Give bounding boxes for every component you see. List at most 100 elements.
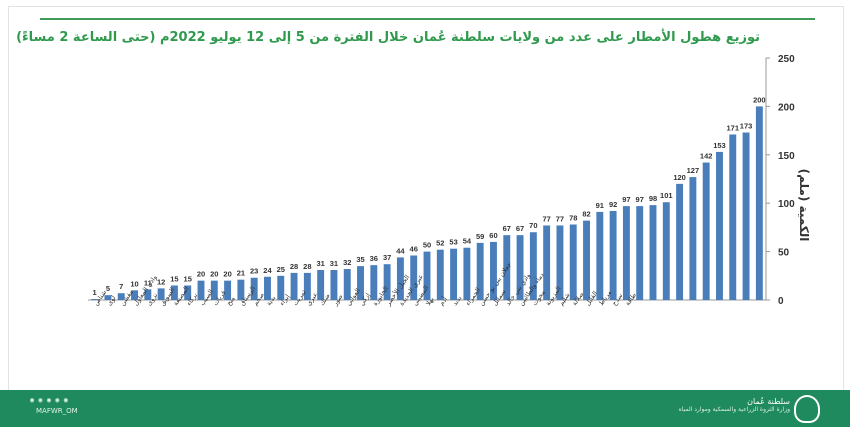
bar-value-label: 82 (582, 210, 590, 219)
ministry-name: سلطنة عُمان وزارة الثروة الزراعية والسمك… (530, 397, 790, 413)
y-tick-label: 50 (778, 248, 790, 259)
bar-value-label: 67 (503, 224, 511, 233)
bar (144, 289, 152, 300)
bar (250, 277, 258, 300)
y-axis-label: الكمية (ملم) (797, 169, 811, 242)
footer-bar: ◉ ◉ ◉ ◉ ◉ MAFWR_OM سلطنة عُمان وزارة الث… (0, 390, 850, 427)
bar (423, 251, 431, 300)
bar-value-label: 70 (529, 221, 537, 230)
bar (370, 265, 378, 300)
bar-value-label: 37 (383, 253, 391, 262)
bar-value-label: 5 (106, 284, 110, 293)
bar (117, 293, 125, 300)
org-name: سلطنة عُمان (747, 397, 790, 406)
bar (290, 272, 298, 300)
bar (755, 106, 763, 301)
bar (596, 211, 604, 300)
bar (91, 299, 99, 300)
chart-title: توزيع هطول الأمطار على عدد من ولايات سلط… (16, 30, 760, 45)
bar (197, 280, 205, 300)
bar (383, 264, 391, 300)
x-tick-label: بهلا (424, 295, 436, 307)
bar-value-label: 20 (197, 270, 205, 279)
bar-value-label: 98 (649, 194, 657, 203)
bar-value-label: 21 (237, 269, 245, 278)
y-tick-label: 200 (778, 102, 795, 113)
bar (583, 220, 590, 300)
bar-value-label: 101 (660, 191, 673, 200)
bar (490, 241, 497, 300)
bar-value-label: 127 (687, 166, 700, 175)
bar (157, 288, 165, 300)
bar-value-label: 1 (93, 288, 97, 297)
bar (450, 248, 458, 300)
bar-value-label: 36 (370, 254, 378, 263)
bar-value-label: 67 (516, 224, 524, 233)
bar (104, 295, 112, 300)
bar-value-label: 10 (130, 279, 138, 288)
bar (543, 225, 551, 300)
bar-value-label: 91 (596, 201, 604, 210)
bar (556, 225, 564, 300)
bar-value-label: 20 (223, 270, 231, 279)
bar-value-label: 20 (210, 270, 218, 279)
bar-value-label: 142 (700, 152, 713, 161)
bar (210, 280, 218, 300)
bar-value-label: 35 (356, 255, 364, 264)
y-tick-label: 100 (778, 199, 795, 210)
bar (343, 269, 351, 300)
bar (303, 272, 311, 300)
bar-value-label: 92 (609, 200, 617, 209)
bar (264, 276, 271, 300)
bar (317, 269, 325, 300)
bar-value-label: 31 (316, 259, 324, 268)
bar-value-label: 173 (740, 122, 753, 131)
ministry-subtitle: وزارة الثروة الزراعية والسمكية وموارد ال… (678, 406, 790, 413)
bar-value-label: 12 (157, 277, 165, 286)
social-handle: MAFWR_OM (36, 407, 78, 415)
bar (131, 290, 138, 300)
bar (410, 255, 418, 300)
bar-value-label: 77 (542, 214, 550, 223)
bar (569, 224, 577, 300)
social-icons: ◉ ◉ ◉ ◉ ◉ (30, 396, 68, 404)
y-tick-label: 0 (778, 296, 784, 307)
bar (676, 183, 684, 300)
bar-value-label: 31 (330, 259, 338, 268)
y-tick-label: 150 (778, 151, 795, 162)
bar-value-label: 97 (622, 195, 630, 204)
bar-value-label: 171 (727, 123, 740, 132)
bar (516, 235, 524, 300)
y-tick-label: 250 (778, 54, 795, 65)
bar-value-label: 24 (263, 266, 272, 275)
bar (330, 269, 338, 300)
bar (702, 162, 710, 300)
bar (237, 279, 245, 300)
bar (184, 285, 192, 300)
bar-value-label: 15 (184, 274, 192, 283)
emblem-icon (794, 395, 820, 423)
bar (716, 151, 723, 300)
bar-value-label: 78 (569, 213, 577, 222)
bar (649, 205, 657, 300)
bar-value-label: 54 (463, 237, 472, 246)
bar (170, 285, 178, 300)
bar (277, 275, 285, 300)
bar-value-label: 59 (476, 232, 484, 241)
bar (396, 257, 404, 300)
bar-value-label: 15 (170, 274, 178, 283)
bar-value-label: 153 (713, 141, 726, 150)
bar (609, 210, 617, 300)
bar (436, 249, 444, 300)
bar (662, 202, 670, 300)
bar-value-label: 50 (423, 241, 431, 250)
bar-value-label: 46 (410, 244, 418, 253)
bar-value-label: 7 (119, 282, 123, 291)
bar-value-label: 53 (449, 238, 457, 247)
bar (503, 235, 511, 300)
bar (529, 232, 537, 300)
bar (476, 242, 484, 300)
bar-value-label: 11 (144, 278, 152, 287)
bar-value-label: 44 (396, 246, 405, 255)
